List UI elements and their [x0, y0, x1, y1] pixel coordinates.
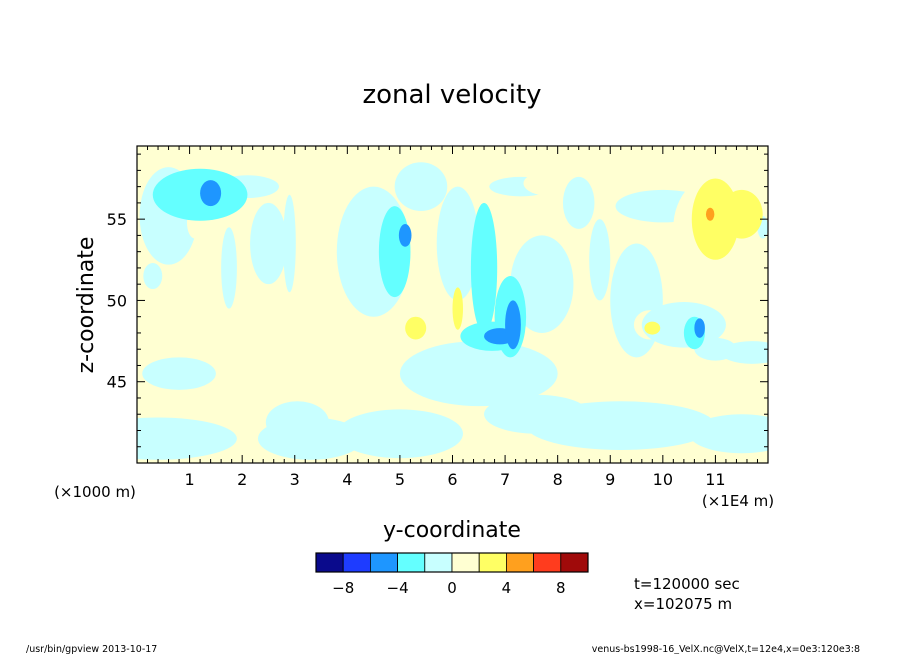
colorbar-tick-label: −8 [332, 579, 354, 597]
contour-region [257, 417, 364, 460]
colorbar: −8 −4 0 4 8 [315, 552, 589, 597]
contour-region [589, 168, 632, 189]
x-tick-label: 10 [653, 470, 673, 489]
x-tick-label: 9 [605, 470, 615, 489]
footer-source: venus-bs1998-16_VelX.nc@VelX,t=12e4,x=0e… [592, 644, 860, 654]
contour-region [137, 306, 153, 340]
contour-region [470, 202, 498, 333]
contour-region [399, 341, 558, 407]
contour-region [594, 300, 611, 340]
contour-region [510, 235, 574, 333]
contour-region [641, 302, 726, 348]
colorbar-swatch [533, 552, 562, 573]
contour-region [221, 227, 237, 309]
contour-region [184, 290, 211, 350]
contour-region [319, 243, 333, 316]
x-tick-label: 11 [705, 470, 725, 489]
colorbar-swatch [451, 552, 480, 573]
contour-region [158, 308, 180, 348]
contour-region [152, 168, 248, 221]
contour-region [694, 318, 705, 338]
y-axis-label: z-coordinate [74, 237, 99, 374]
colorbar-swatch [315, 552, 344, 573]
contour-region [436, 186, 479, 301]
contour-region [689, 414, 768, 454]
y-tick-label: 50 [107, 291, 127, 310]
colorbar-tick-label: 4 [502, 579, 512, 597]
x-axis-label: y-coordinate [383, 518, 521, 543]
contour-fills [137, 162, 768, 460]
footer-command: /usr/bin/gpview 2013-10-17 [26, 644, 157, 654]
colorbar-frame [315, 552, 589, 573]
contour-region [405, 316, 427, 340]
contour-region [589, 219, 611, 301]
contour-region [281, 342, 298, 372]
contour-region [505, 300, 521, 350]
position-annotation: x=102075 m [634, 595, 732, 613]
colorbar-swatch [505, 552, 534, 573]
colorbar-swatch [369, 552, 398, 573]
x-tick-label: 1 [184, 470, 194, 489]
contour-region [720, 189, 763, 239]
contour-region [720, 341, 768, 364]
colorbar-tick-label: 8 [556, 579, 566, 597]
contour-region [336, 409, 464, 459]
contour-region [142, 357, 216, 390]
colorbar-swatch [424, 552, 453, 573]
colorbar-swatch [342, 552, 371, 573]
contour-region [378, 206, 411, 298]
colorbar-tick-label: 0 [447, 579, 457, 597]
y-tick-label: 45 [107, 373, 127, 392]
contour-region [705, 207, 715, 221]
contour-region [452, 287, 464, 330]
contour-region [394, 162, 448, 212]
contour-region [242, 362, 279, 382]
x-tick-label: 8 [553, 470, 563, 489]
plot-area [137, 146, 768, 463]
contour-region [283, 194, 296, 293]
x-tick-label: 3 [290, 470, 300, 489]
x-tick-label: 5 [395, 470, 405, 489]
contour-region [250, 202, 287, 285]
contour-region [200, 180, 222, 207]
colorbar-tick-label: −4 [387, 579, 409, 597]
y-tick-label: 55 [107, 210, 127, 229]
x-tick-label: 7 [500, 470, 510, 489]
time-annotation: t=120000 sec [634, 575, 740, 593]
colorbar-swatch [560, 552, 589, 573]
contour-region [398, 224, 412, 247]
contour-region [137, 417, 237, 460]
contour-region [644, 321, 661, 335]
x-unit-left-label: (×1000 m) [54, 483, 136, 501]
x-tick-label: 4 [342, 470, 352, 489]
chart-title: zonal velocity [362, 80, 541, 110]
colorbar-swatch [478, 552, 507, 573]
colorbar-swatch [397, 552, 426, 573]
x-unit-right-label: (×1E4 m) [702, 492, 774, 510]
contour-region [143, 263, 163, 290]
contour-region [562, 176, 595, 229]
contour-region [526, 401, 716, 450]
x-tick-label: 6 [447, 470, 457, 489]
x-tick-label: 2 [237, 470, 247, 489]
